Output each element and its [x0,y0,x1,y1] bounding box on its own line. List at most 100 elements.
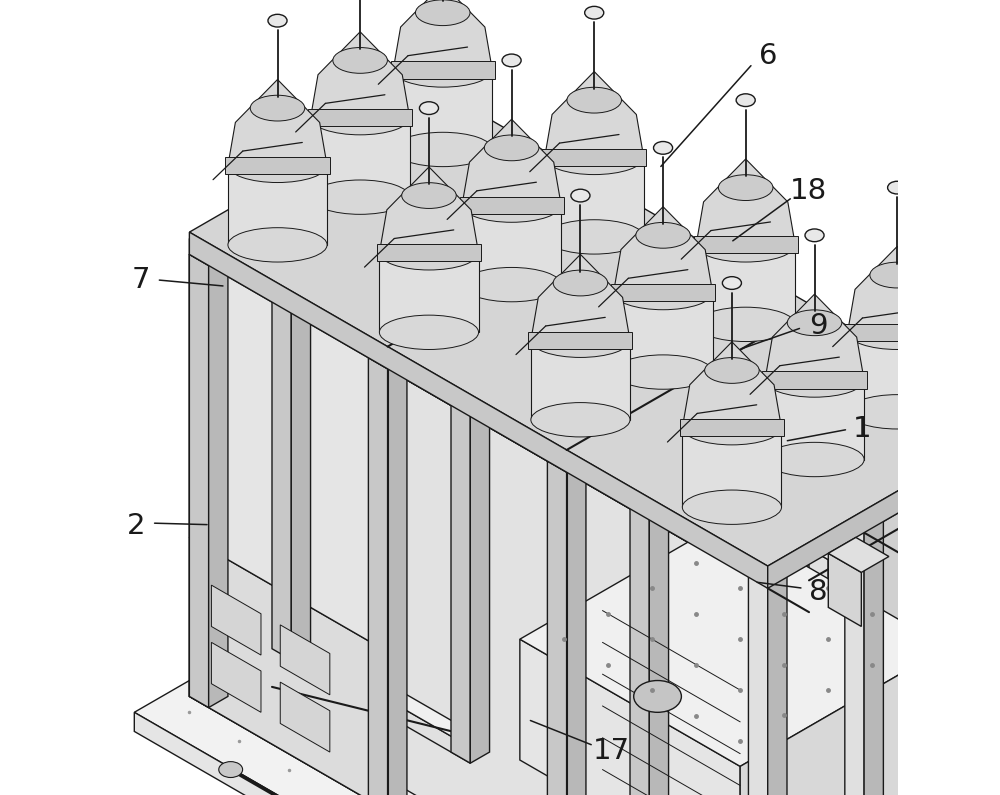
Ellipse shape [379,235,479,270]
Polygon shape [272,191,470,321]
Polygon shape [768,423,1000,588]
Polygon shape [768,561,787,795]
Ellipse shape [219,762,243,778]
Ellipse shape [311,100,410,135]
Ellipse shape [888,181,907,194]
Ellipse shape [682,410,781,445]
Ellipse shape [870,262,924,288]
Polygon shape [189,681,388,795]
Ellipse shape [545,219,644,254]
Ellipse shape [765,363,864,398]
Polygon shape [228,165,327,245]
Polygon shape [134,712,1000,795]
Polygon shape [848,246,947,332]
Ellipse shape [531,323,630,358]
Polygon shape [630,402,669,425]
Polygon shape [828,549,848,795]
Polygon shape [547,461,567,795]
Polygon shape [189,254,388,652]
Polygon shape [925,493,944,795]
Polygon shape [682,428,781,507]
Polygon shape [189,238,388,369]
Polygon shape [542,149,646,166]
Polygon shape [520,639,740,795]
Polygon shape [189,89,1000,566]
Polygon shape [379,167,479,253]
Polygon shape [828,537,889,572]
Polygon shape [228,80,327,165]
Polygon shape [748,561,768,795]
Polygon shape [748,550,787,572]
Ellipse shape [848,394,947,429]
Ellipse shape [393,132,492,167]
Polygon shape [682,342,781,428]
Polygon shape [768,445,1000,795]
Polygon shape [960,784,1000,795]
Ellipse shape [613,355,713,390]
Polygon shape [388,369,768,795]
Polygon shape [765,294,864,380]
Polygon shape [762,371,867,389]
Polygon shape [377,244,481,262]
Polygon shape [391,61,495,79]
Ellipse shape [634,681,681,712]
Polygon shape [311,32,410,118]
Ellipse shape [567,87,621,113]
Ellipse shape [393,52,492,87]
Polygon shape [368,784,567,795]
Polygon shape [308,109,412,126]
Ellipse shape [696,227,795,262]
Polygon shape [272,183,484,305]
Polygon shape [567,461,586,795]
Text: 8: 8 [809,578,827,607]
Polygon shape [280,682,330,752]
Text: 18: 18 [790,176,827,205]
Ellipse shape [613,275,713,310]
Polygon shape [960,706,1000,795]
Polygon shape [388,358,407,795]
Polygon shape [211,642,261,712]
Polygon shape [368,358,388,795]
Polygon shape [189,111,636,369]
Ellipse shape [705,358,759,383]
Polygon shape [189,254,388,795]
Ellipse shape [462,188,561,223]
Polygon shape [809,549,828,795]
Polygon shape [460,196,564,214]
Polygon shape [845,506,864,795]
Text: 17: 17 [593,737,630,766]
Text: 2: 2 [127,512,145,541]
Polygon shape [368,347,407,369]
Polygon shape [680,419,784,436]
Polygon shape [696,159,795,245]
Ellipse shape [736,94,755,107]
Polygon shape [393,0,492,70]
Ellipse shape [379,315,479,350]
Ellipse shape [502,54,521,67]
Ellipse shape [571,189,590,202]
Polygon shape [809,537,848,560]
Ellipse shape [636,223,690,248]
Polygon shape [368,776,580,795]
Ellipse shape [311,180,410,215]
Text: 6: 6 [759,41,778,70]
Polygon shape [528,332,632,349]
Polygon shape [613,207,713,293]
Polygon shape [291,207,311,660]
Ellipse shape [415,0,470,25]
Polygon shape [272,625,484,747]
Polygon shape [864,506,883,795]
Polygon shape [225,157,330,174]
Polygon shape [189,537,388,795]
Polygon shape [649,413,669,795]
Text: 7: 7 [131,266,150,294]
Ellipse shape [654,142,673,154]
Polygon shape [379,253,479,332]
Polygon shape [189,254,209,708]
Polygon shape [630,413,649,795]
Ellipse shape [585,6,604,19]
Ellipse shape [805,229,824,242]
Ellipse shape [787,310,842,335]
Ellipse shape [765,442,864,477]
Polygon shape [848,332,947,412]
